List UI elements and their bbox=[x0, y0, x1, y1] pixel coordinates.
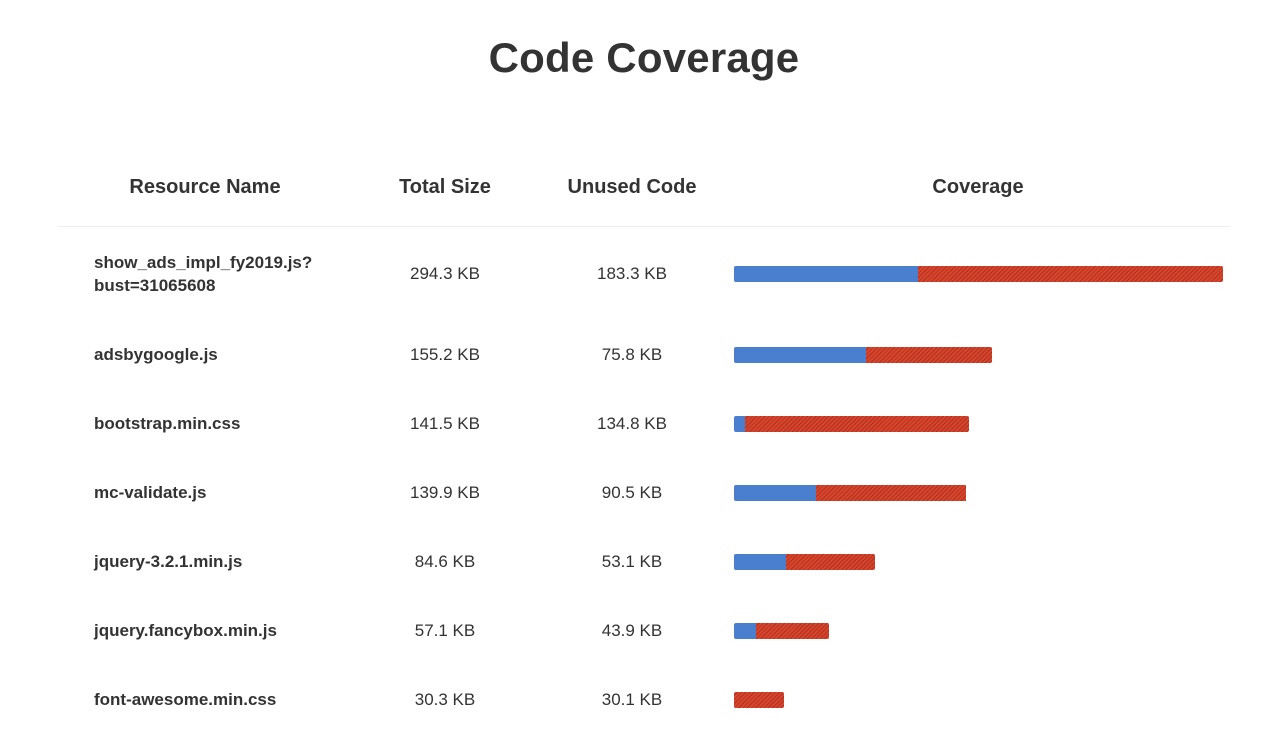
coverage-bar bbox=[734, 484, 967, 501]
coverage-bar-unused bbox=[755, 622, 829, 639]
resource-name: jquery.fancybox.min.js bbox=[94, 621, 277, 640]
coverage-bar-unused bbox=[918, 265, 1223, 282]
coverage-bar bbox=[734, 622, 829, 639]
table-body: show_ads_impl_fy2019.js?bust=31065608 294… bbox=[58, 227, 1230, 734]
column-header-total-size: Total Size bbox=[399, 176, 491, 198]
coverage-table: Resource Name Total Size Unused Code Cov… bbox=[58, 164, 1230, 734]
coverage-bar-used bbox=[734, 484, 817, 501]
coverage-bar-unused bbox=[745, 415, 970, 432]
coverage-bar bbox=[734, 265, 1223, 282]
table-row: jquery-3.2.1.min.js 84.6 KB 53.1 KB bbox=[58, 527, 1230, 596]
total-size: 155.2 KB bbox=[410, 344, 480, 364]
coverage-bar-used bbox=[734, 415, 746, 432]
table-row: jquery.fancybox.min.js 57.1 KB 43.9 KB bbox=[58, 596, 1230, 665]
coverage-bar bbox=[734, 415, 970, 432]
coverage-cell bbox=[734, 665, 1230, 734]
coverage-bar-used bbox=[734, 553, 787, 570]
coverage-cell bbox=[734, 458, 1230, 527]
column-header-unused-code: Unused Code bbox=[567, 176, 697, 198]
total-size: 30.3 KB bbox=[414, 689, 476, 709]
coverage-bar-unused bbox=[865, 346, 992, 363]
resource-name: mc-validate.js bbox=[94, 483, 207, 502]
coverage-bar-unused bbox=[816, 484, 967, 501]
coverage-bar-used bbox=[734, 265, 919, 282]
coverage-bar-unused bbox=[786, 553, 875, 570]
coverage-cell bbox=[734, 527, 1230, 596]
table-row: bootstrap.min.css 141.5 KB 134.8 KB bbox=[58, 389, 1230, 458]
coverage-bar bbox=[734, 691, 785, 708]
unused-code: 75.8 KB bbox=[601, 344, 663, 364]
table-row: adsbygoogle.js 155.2 KB 75.8 KB bbox=[58, 320, 1230, 389]
resource-name: font-awesome.min.css bbox=[94, 690, 277, 709]
resource-name: jquery-3.2.1.min.js bbox=[94, 552, 243, 571]
unused-code: 53.1 KB bbox=[601, 551, 663, 571]
total-size: 139.9 KB bbox=[410, 482, 480, 502]
resource-name: adsbygoogle.js bbox=[94, 345, 218, 364]
coverage-bar-used bbox=[734, 622, 756, 639]
coverage-bar-used bbox=[734, 346, 866, 363]
total-size: 57.1 KB bbox=[414, 620, 476, 640]
column-header-resource-name: Resource Name bbox=[129, 176, 281, 198]
table-row: mc-validate.js 139.9 KB 90.5 KB bbox=[58, 458, 1230, 527]
coverage-cell bbox=[734, 320, 1230, 389]
unused-code: 30.1 KB bbox=[601, 689, 663, 709]
table-row: show_ads_impl_fy2019.js?bust=31065608 294… bbox=[58, 227, 1230, 320]
table-header: Resource Name Total Size Unused Code Cov… bbox=[58, 164, 1230, 227]
coverage-cell bbox=[734, 596, 1230, 665]
coverage-bar bbox=[734, 553, 875, 570]
table-row: font-awesome.min.css 30.3 KB 30.1 KB bbox=[58, 665, 1230, 734]
resource-name: bootstrap.min.css bbox=[94, 414, 241, 433]
coverage-cell bbox=[734, 227, 1230, 320]
column-header-coverage: Coverage bbox=[932, 176, 1024, 198]
resource-name: show_ads_impl_fy2019.js?bust=31065608 bbox=[94, 252, 313, 295]
page-title: Code Coverage bbox=[488, 34, 800, 81]
total-size: 294.3 KB bbox=[410, 263, 480, 283]
unused-code: 134.8 KB bbox=[597, 413, 667, 433]
coverage-bar-unused bbox=[734, 691, 785, 708]
total-size: 141.5 KB bbox=[410, 413, 480, 433]
unused-code: 90.5 KB bbox=[601, 482, 663, 502]
total-size: 84.6 KB bbox=[414, 551, 476, 571]
unused-code: 43.9 KB bbox=[601, 620, 663, 640]
coverage-cell bbox=[734, 389, 1230, 458]
unused-code: 183.3 KB bbox=[597, 263, 667, 283]
coverage-bar bbox=[734, 346, 992, 363]
